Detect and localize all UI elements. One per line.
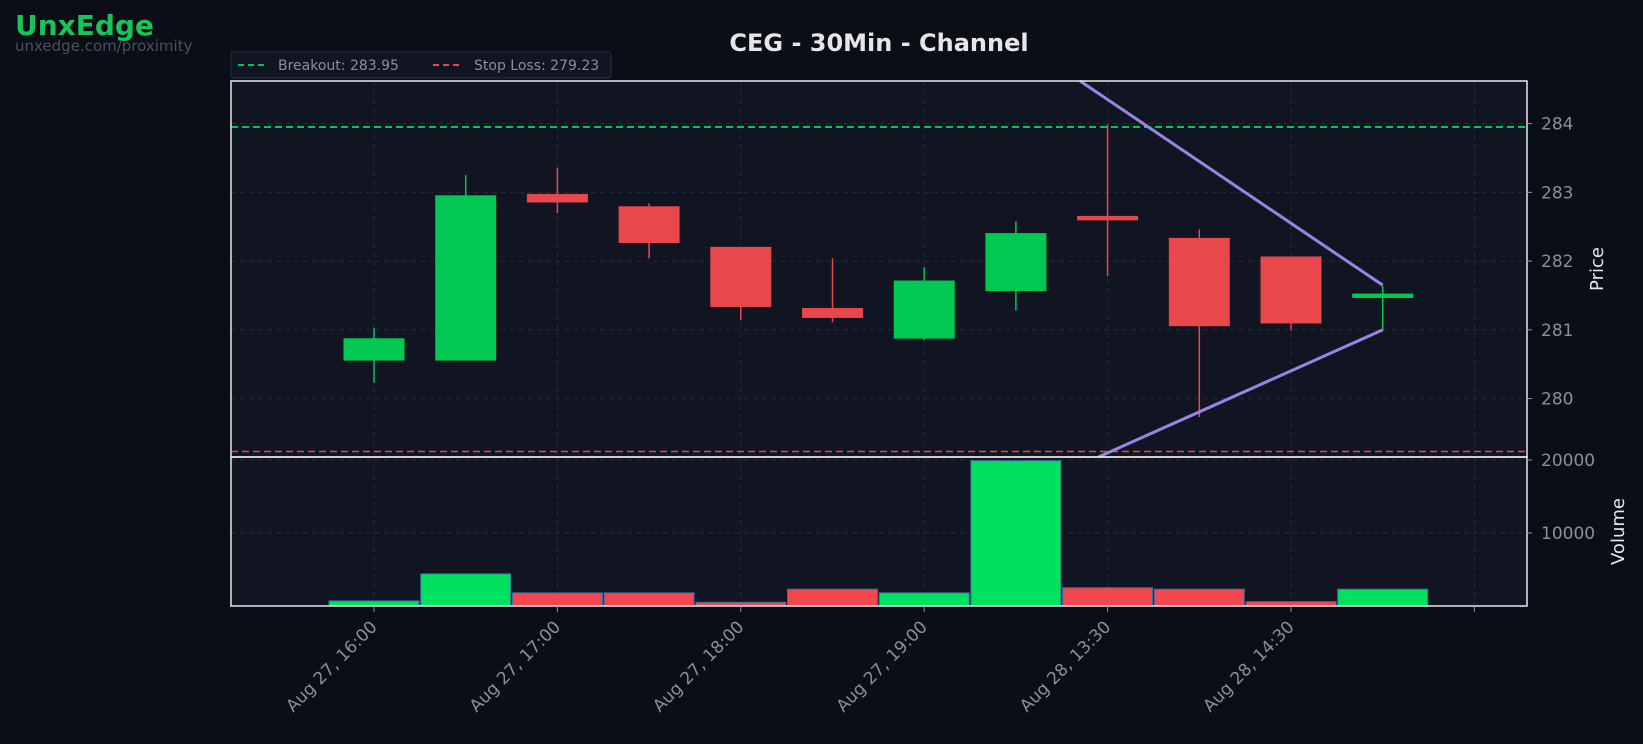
- volume-bar: [328, 600, 420, 607]
- candle-body: [985, 233, 1047, 292]
- candle-body: [802, 308, 863, 318]
- legend-stop-loss-label: Stop Loss: 279.23: [474, 58, 599, 74]
- candle-body: [1077, 215, 1139, 221]
- candle-body: [1260, 256, 1322, 324]
- time-tick-label: Aug 27, 19:00: [833, 617, 932, 716]
- channel-lines: [1079, 79, 1384, 459]
- volume-bar: [878, 592, 970, 607]
- volume-tick-label: 20000: [1541, 451, 1595, 471]
- volume-bars: [328, 460, 1429, 607]
- time-tick-label: Aug 28, 13:30: [1016, 617, 1115, 716]
- candles: [343, 124, 1414, 418]
- price-tick-label: 284: [1541, 115, 1573, 135]
- volume-bar: [787, 588, 878, 607]
- time-axis: Aug 27, 16:00 Aug 27, 17:00 Aug 27, 18:00 A…: [283, 606, 1475, 716]
- candle-body: [343, 338, 405, 361]
- price-axis-label: Price: [1587, 247, 1608, 291]
- candle-body: [435, 195, 497, 361]
- time-tick-label: Aug 27, 16:00: [283, 617, 382, 716]
- price-tick-label: 280: [1541, 390, 1573, 410]
- volume-axis-label: Volume: [1608, 498, 1629, 565]
- legend: Breakout: 283.95 Stop Loss: 279.23: [230, 51, 612, 79]
- volume-tick-label: 10000: [1541, 524, 1595, 544]
- price-tick-label: 283: [1541, 183, 1573, 203]
- channel-lower-line: [1097, 328, 1384, 459]
- time-tick-label: Aug 27, 17:00: [466, 617, 565, 716]
- volume-bar: [1062, 587, 1154, 607]
- time-tick-label: Aug 28, 14:30: [1200, 617, 1299, 716]
- price-axis: 280 281 282 283 284: [1527, 115, 1573, 410]
- volume-bar: [1337, 588, 1429, 607]
- candle-body: [618, 206, 680, 244]
- candle-body: [526, 193, 588, 203]
- brand-logo: UnxEdge: [15, 9, 154, 42]
- time-tick-label: Aug 27, 18:00: [649, 617, 748, 716]
- volume-bar: [420, 573, 512, 607]
- volume-bar: [511, 592, 603, 607]
- volume-bar: [1153, 588, 1245, 607]
- candle-body: [710, 246, 772, 307]
- candle-body: [893, 280, 955, 339]
- channel-upper-line: [1079, 79, 1384, 287]
- legend-breakout-label: Breakout: 283.95: [278, 58, 399, 74]
- price-tick-label: 282: [1541, 252, 1573, 272]
- brand-url: unxedge.com/proximity: [15, 37, 193, 55]
- candle-body: [1168, 237, 1230, 327]
- candle-body: [1352, 293, 1414, 299]
- chart-title: CEG - 30Min - Channel: [729, 29, 1028, 57]
- level-lines: [231, 126, 1527, 453]
- price-panel: [231, 81, 1527, 457]
- volume-bar: [970, 460, 1062, 607]
- volume-panel-frame: [230, 456, 1528, 607]
- volume-bar: [603, 592, 695, 607]
- price-tick-label: 281: [1541, 321, 1573, 341]
- volume-axis: 10000 20000: [1527, 451, 1595, 544]
